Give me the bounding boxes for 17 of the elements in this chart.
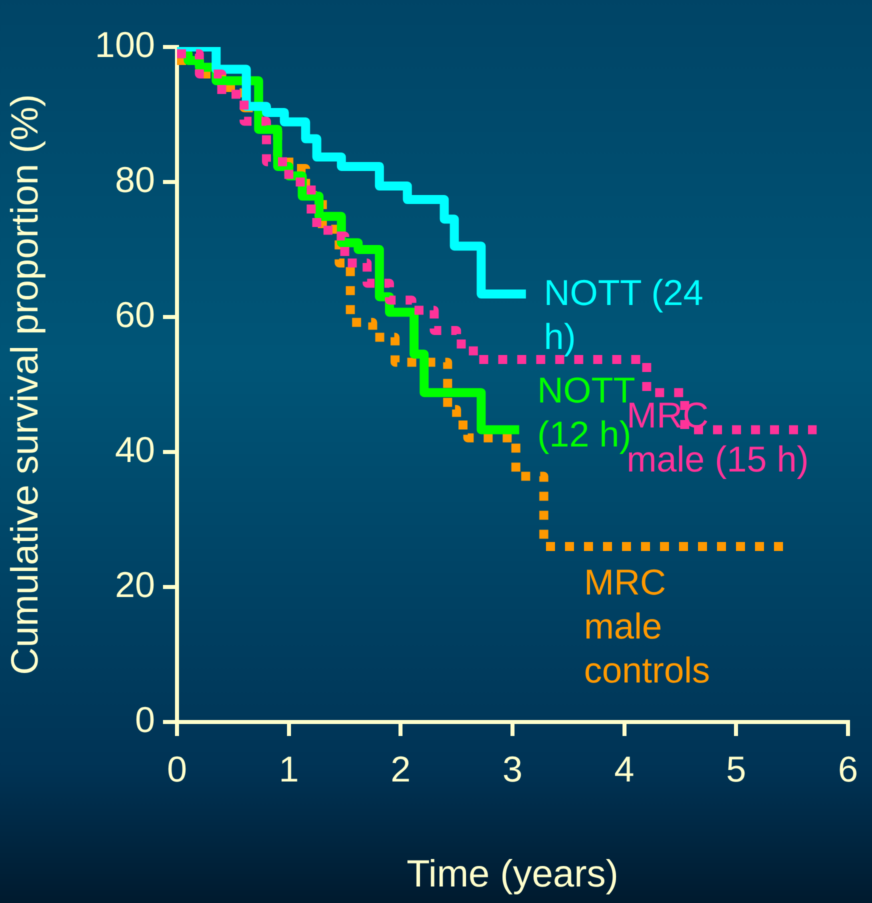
x-axis-title: Time (years) [406, 854, 618, 896]
y-tick-label: 0 [134, 698, 155, 740]
y-tick-label: 100 [94, 24, 155, 65]
y-tick-label: 40 [114, 428, 155, 470]
x-tick-label: 6 [838, 748, 858, 790]
x-tick-label: 4 [614, 748, 634, 790]
y-tick-label: 80 [114, 158, 155, 200]
x-tick-label: 2 [390, 748, 411, 790]
x-tick-label: 0 [166, 748, 188, 790]
series-label: NOTT (24 h) [544, 272, 704, 357]
x-tick-label: 3 [502, 748, 523, 790]
y-tick-label: 60 [114, 294, 155, 335]
y-axis-title: Cumulative survival proportion (%) [4, 94, 46, 675]
x-tick-label: 5 [726, 748, 746, 790]
y-tick-label: 20 [114, 564, 155, 605]
series-label: MRC male controls [584, 561, 710, 690]
x-tick-label: 1 [278, 748, 299, 790]
